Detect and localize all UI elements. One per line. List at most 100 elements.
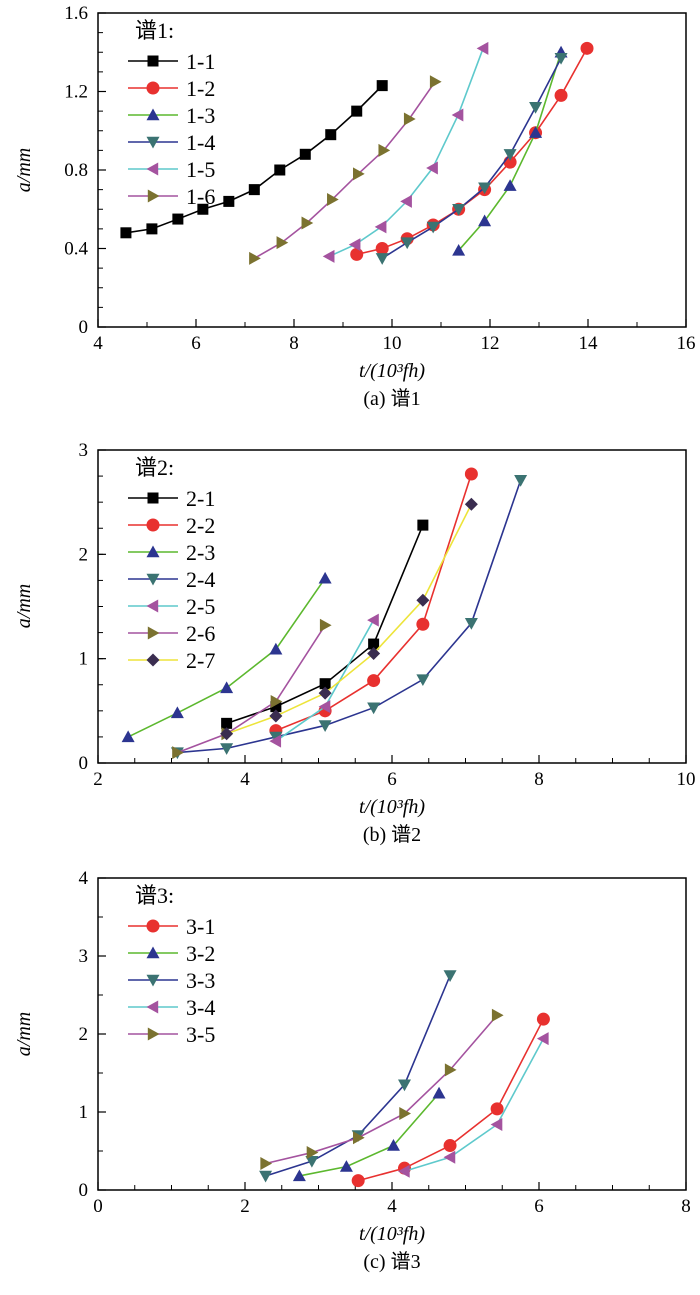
legend-item: 3-4 bbox=[128, 995, 215, 1020]
data-point bbox=[248, 184, 260, 196]
y-tick-label: 1.2 bbox=[64, 82, 88, 103]
legend-marker bbox=[146, 518, 160, 532]
legend-label: 2-4 bbox=[186, 567, 215, 592]
y-axis-label: a/mm bbox=[13, 584, 35, 628]
data-point bbox=[249, 251, 261, 265]
y-tick-label: 0.4 bbox=[64, 239, 88, 260]
data-point bbox=[260, 1156, 273, 1170]
y-tick-label: 0 bbox=[79, 753, 89, 774]
series-line bbox=[177, 479, 522, 754]
legend-marker bbox=[147, 189, 160, 203]
legend-marker bbox=[146, 81, 160, 95]
x-tick-label: 0 bbox=[93, 1196, 103, 1217]
legend-marker bbox=[146, 108, 160, 121]
data-point bbox=[426, 161, 438, 175]
data-point bbox=[503, 179, 517, 191]
data-point bbox=[491, 1008, 504, 1022]
data-point bbox=[318, 720, 332, 732]
data-point bbox=[514, 475, 528, 487]
series-line bbox=[404, 1038, 545, 1173]
data-point bbox=[269, 709, 283, 723]
data-point bbox=[416, 617, 430, 631]
legend-marker bbox=[147, 492, 159, 504]
data-point bbox=[399, 1107, 411, 1121]
series-2-2 bbox=[269, 467, 478, 738]
x-tick-label: 2 bbox=[93, 769, 103, 790]
data-point bbox=[325, 129, 337, 141]
data-point bbox=[327, 192, 339, 206]
series-line bbox=[381, 57, 562, 259]
data-point bbox=[536, 1032, 549, 1046]
legend-marker bbox=[147, 55, 159, 67]
series-3-4 bbox=[397, 1032, 549, 1178]
data-point bbox=[220, 681, 234, 694]
data-point bbox=[322, 249, 335, 263]
x-tick-label: 14 bbox=[579, 333, 599, 354]
x-axis-label: t/(10³fh) bbox=[359, 1223, 425, 1245]
data-point bbox=[536, 1012, 550, 1026]
data-point bbox=[400, 194, 412, 208]
data-point bbox=[269, 734, 282, 748]
data-point bbox=[378, 143, 391, 157]
data-point bbox=[351, 1174, 365, 1188]
x-tick-label: 8 bbox=[681, 1196, 691, 1217]
legend-item: 1-1 bbox=[128, 49, 215, 74]
data-point bbox=[172, 746, 184, 760]
legend-marker bbox=[146, 162, 159, 176]
x-tick-label: 10 bbox=[383, 333, 402, 354]
x-tick-label: 8 bbox=[289, 333, 299, 354]
series-3-5 bbox=[260, 1008, 504, 1170]
legend-label: 1-4 bbox=[186, 130, 215, 155]
x-tick-label: 4 bbox=[387, 1196, 397, 1217]
series-1-4 bbox=[375, 52, 568, 265]
series-line bbox=[265, 975, 451, 1177]
data-point bbox=[397, 1079, 411, 1092]
data-point bbox=[429, 75, 442, 89]
data-point bbox=[529, 126, 543, 138]
series-2-3 bbox=[121, 571, 332, 743]
x-tick-label: 6 bbox=[387, 769, 397, 790]
x-axis-label: t/(10³fh) bbox=[359, 796, 425, 818]
series-line bbox=[299, 1092, 440, 1177]
data-point bbox=[490, 1117, 503, 1131]
legend-marker bbox=[147, 1027, 160, 1041]
data-point bbox=[478, 182, 492, 195]
y-tick-label: 0.8 bbox=[64, 160, 88, 181]
data-point bbox=[367, 646, 381, 660]
data-point bbox=[319, 618, 332, 632]
legend-item: 3-1 bbox=[128, 914, 215, 939]
legend-label: 2-3 bbox=[186, 540, 215, 565]
data-point bbox=[417, 519, 429, 531]
data-point bbox=[426, 221, 440, 234]
x-tick-label: 8 bbox=[534, 769, 544, 790]
data-point bbox=[416, 674, 430, 687]
series-line bbox=[265, 1014, 498, 1165]
data-point bbox=[269, 642, 283, 655]
legend-title: 谱1: bbox=[135, 18, 174, 43]
legend-title: 谱3: bbox=[135, 883, 174, 908]
legend-item: 3-5 bbox=[128, 1022, 215, 1047]
data-point bbox=[306, 1146, 319, 1160]
data-point bbox=[301, 216, 314, 230]
y-tick-label: 1 bbox=[79, 649, 89, 670]
data-point bbox=[270, 694, 283, 708]
data-point bbox=[444, 1063, 457, 1077]
y-tick-label: 2 bbox=[79, 544, 89, 565]
legend-item: 1-5 bbox=[128, 157, 215, 182]
data-point bbox=[478, 214, 492, 227]
data-point bbox=[443, 970, 457, 982]
legend-label: 2-7 bbox=[186, 648, 215, 673]
legend-label: 1-3 bbox=[186, 103, 215, 128]
x-tick-label: 10 bbox=[677, 769, 696, 790]
legend-label: 3-4 bbox=[186, 995, 215, 1020]
series-3-3 bbox=[259, 970, 457, 1183]
data-point bbox=[197, 203, 209, 215]
legend-label: 2-5 bbox=[186, 594, 215, 619]
data-point bbox=[452, 204, 466, 216]
legend-item: 3-3 bbox=[128, 968, 215, 993]
data-point bbox=[367, 613, 379, 627]
data-point bbox=[318, 686, 332, 700]
data-point bbox=[443, 1150, 456, 1164]
